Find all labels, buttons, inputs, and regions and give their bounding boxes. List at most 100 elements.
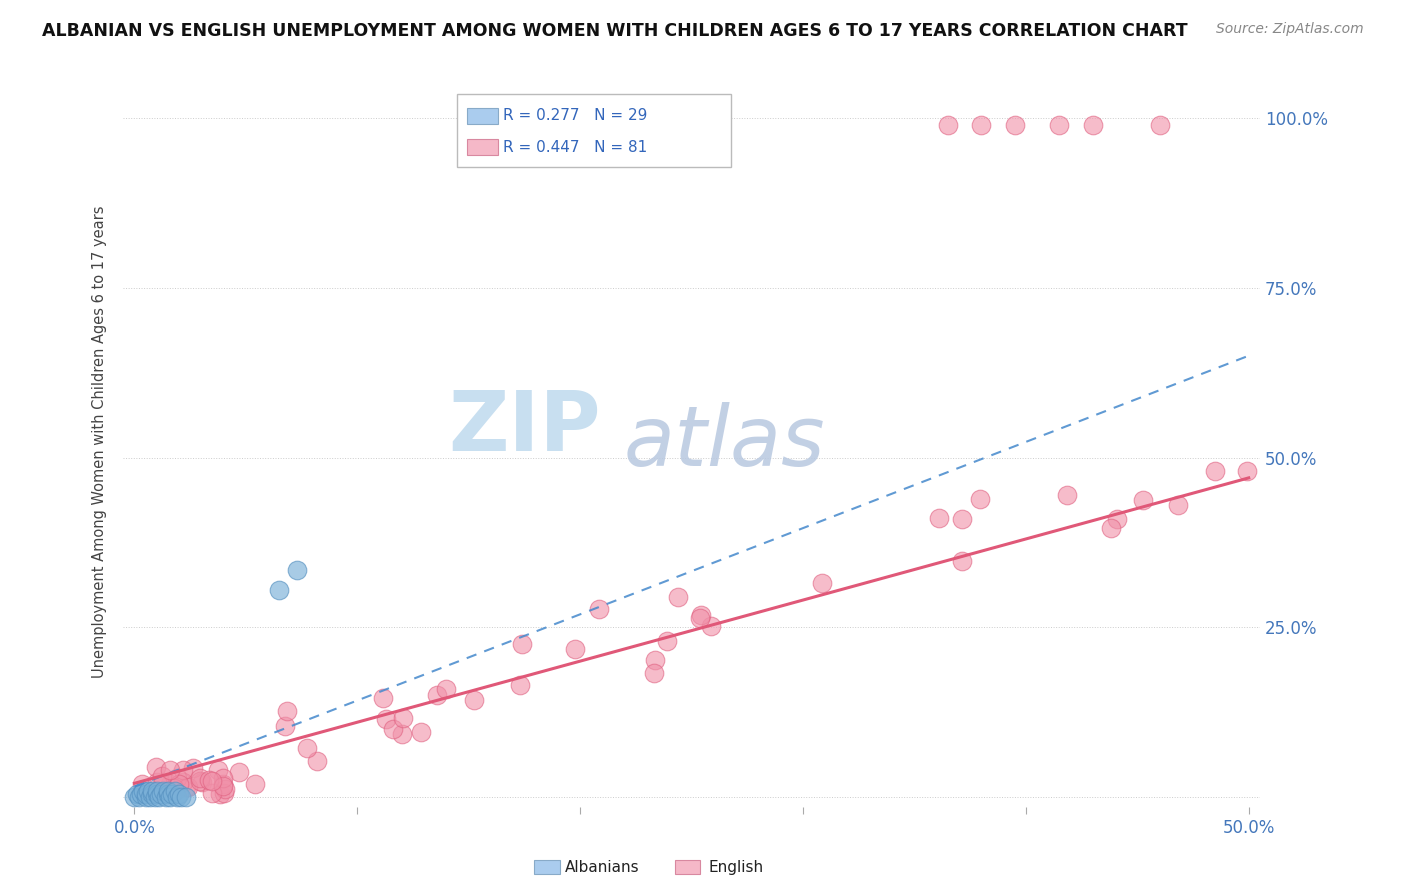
- Point: [176, 780, 198, 795]
- Point: [159, 777, 181, 791]
- Point: [1167, 498, 1189, 512]
- Point: [188, 774, 211, 789]
- Point: [132, 784, 155, 798]
- Point: [207, 763, 229, 777]
- Point: [1004, 118, 1026, 132]
- Point: [145, 760, 167, 774]
- Point: [928, 511, 950, 525]
- Point: [644, 652, 666, 666]
- Point: [211, 777, 233, 791]
- Point: [564, 642, 586, 657]
- Point: [950, 554, 973, 568]
- Point: [392, 711, 415, 725]
- Point: [143, 789, 166, 804]
- Point: [156, 787, 179, 801]
- Text: Source: ZipAtlas.com: Source: ZipAtlas.com: [1216, 22, 1364, 37]
- Point: [510, 637, 533, 651]
- Point: [950, 512, 973, 526]
- Y-axis label: Unemployment Among Women with Children Ages 6 to 17 years: Unemployment Among Women with Children A…: [93, 206, 107, 679]
- Point: [970, 118, 993, 132]
- Point: [391, 727, 413, 741]
- Text: Albanians: Albanians: [565, 860, 640, 874]
- Point: [128, 789, 150, 804]
- Text: ALBANIAN VS ENGLISH UNEMPLOYMENT AMONG WOMEN WITH CHILDREN AGES 6 TO 17 YEARS CO: ALBANIAN VS ENGLISH UNEMPLOYMENT AMONG W…: [42, 22, 1188, 40]
- Point: [969, 492, 991, 507]
- Point: [198, 773, 221, 788]
- Point: [148, 789, 170, 804]
- Point: [152, 769, 174, 783]
- Point: [1107, 512, 1129, 526]
- Point: [426, 688, 449, 702]
- Point: [166, 789, 188, 804]
- Point: [172, 774, 194, 789]
- Point: [166, 771, 188, 785]
- Point: [212, 780, 235, 794]
- Point: [699, 619, 721, 633]
- Point: [163, 784, 186, 798]
- Point: [411, 725, 433, 739]
- Point: [285, 562, 308, 576]
- Point: [124, 789, 146, 804]
- Point: [1149, 118, 1171, 132]
- Point: [135, 787, 157, 801]
- Point: [167, 787, 190, 801]
- Point: [201, 774, 224, 789]
- Point: [145, 784, 167, 798]
- Text: English: English: [709, 860, 763, 874]
- Point: [150, 777, 173, 791]
- Point: [1132, 493, 1154, 508]
- Point: [1056, 487, 1078, 501]
- Point: [374, 712, 396, 726]
- Point: [228, 764, 250, 779]
- Point: [689, 611, 711, 625]
- Point: [188, 771, 211, 785]
- Point: [152, 784, 174, 798]
- Point: [382, 723, 405, 737]
- Point: [212, 772, 235, 786]
- Point: [159, 763, 181, 777]
- Point: [170, 789, 193, 804]
- Point: [1081, 118, 1104, 132]
- Point: [156, 784, 179, 798]
- Point: [434, 681, 457, 696]
- Point: [305, 754, 328, 768]
- Point: [155, 789, 177, 804]
- Point: [183, 761, 205, 775]
- Point: [136, 784, 159, 798]
- Point: [371, 691, 394, 706]
- Point: [141, 784, 163, 798]
- Point: [276, 704, 298, 718]
- Point: [163, 780, 186, 795]
- Point: [167, 777, 190, 791]
- Point: [145, 787, 167, 801]
- Point: [657, 634, 679, 648]
- Point: [139, 789, 162, 804]
- Text: R = 0.277   N = 29: R = 0.277 N = 29: [503, 109, 648, 123]
- Point: [588, 602, 610, 616]
- Point: [1099, 521, 1122, 535]
- Point: [212, 786, 235, 800]
- Point: [1236, 464, 1258, 478]
- Point: [1047, 118, 1070, 132]
- Point: [150, 787, 173, 801]
- Text: R = 0.447   N = 81: R = 0.447 N = 81: [503, 140, 648, 154]
- Text: ZIP: ZIP: [449, 387, 600, 468]
- Point: [643, 666, 665, 681]
- Point: [162, 787, 184, 801]
- Point: [172, 764, 194, 778]
- Point: [269, 582, 291, 597]
- Point: [177, 780, 200, 794]
- Point: [1204, 464, 1226, 478]
- Point: [463, 693, 485, 707]
- Point: [129, 787, 152, 801]
- Point: [141, 787, 163, 801]
- Point: [214, 782, 236, 797]
- Point: [174, 789, 197, 804]
- Point: [159, 789, 181, 804]
- Text: atlas: atlas: [623, 401, 825, 483]
- Point: [146, 775, 169, 789]
- Point: [135, 789, 157, 804]
- Point: [295, 740, 318, 755]
- Point: [201, 786, 224, 800]
- Point: [274, 719, 297, 733]
